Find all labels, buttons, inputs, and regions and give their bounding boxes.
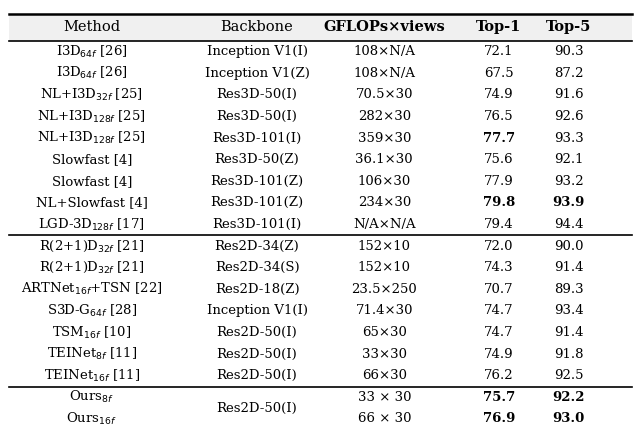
Text: 152×10: 152×10 (358, 261, 411, 274)
Text: 92.5: 92.5 (554, 369, 584, 382)
Text: 23.5×250: 23.5×250 (351, 283, 417, 296)
Text: 66×30: 66×30 (362, 369, 407, 382)
Text: Res3D-101(I): Res3D-101(I) (212, 131, 301, 145)
Text: 234×30: 234×30 (358, 196, 411, 209)
Text: Ours$_{16f}$: Ours$_{16f}$ (67, 411, 117, 427)
Text: R(2+1)D$_{32f}$ [21]: R(2+1)D$_{32f}$ [21] (39, 238, 145, 254)
Text: 79.8: 79.8 (483, 196, 515, 209)
Text: 92.1: 92.1 (554, 153, 584, 166)
Text: Ours$_{8f}$: Ours$_{8f}$ (69, 389, 115, 405)
Text: TSM$_{16f}$ [10]: TSM$_{16f}$ [10] (52, 324, 131, 341)
Text: 33×30: 33×30 (362, 348, 407, 361)
Text: 76.5: 76.5 (484, 110, 513, 123)
Text: 77.9: 77.9 (484, 175, 513, 188)
Text: Res2D-34(S): Res2D-34(S) (215, 261, 300, 274)
Text: Res2D-18(Z): Res2D-18(Z) (215, 283, 300, 296)
Text: 67.5: 67.5 (484, 67, 513, 80)
Text: 91.8: 91.8 (554, 348, 584, 361)
Text: 74.9: 74.9 (484, 88, 513, 101)
Text: NL+Slowfast [4]: NL+Slowfast [4] (36, 196, 148, 209)
Text: 93.0: 93.0 (552, 413, 585, 425)
Text: 91.4: 91.4 (554, 326, 584, 339)
Text: R(2+1)D$_{32f}$ [21]: R(2+1)D$_{32f}$ [21] (39, 260, 145, 275)
Text: 93.2: 93.2 (554, 175, 584, 188)
Text: 93.9: 93.9 (552, 196, 585, 209)
Text: Slowfast [4]: Slowfast [4] (52, 153, 132, 166)
Text: Inception V1(I): Inception V1(I) (207, 304, 308, 318)
Text: Top-5: Top-5 (546, 21, 591, 34)
Text: 70.7: 70.7 (484, 283, 513, 296)
Text: Top-1: Top-1 (476, 21, 522, 34)
Text: 92.6: 92.6 (554, 110, 584, 123)
Text: 76.9: 76.9 (483, 413, 515, 425)
Text: Res3D-50(I): Res3D-50(I) (217, 88, 298, 101)
Text: 91.6: 91.6 (554, 88, 584, 101)
Text: 92.2: 92.2 (552, 391, 585, 404)
Text: Res2D-50(I): Res2D-50(I) (217, 369, 298, 382)
Text: 90.0: 90.0 (554, 240, 584, 253)
Text: GFLOPs×views: GFLOPs×views (323, 21, 445, 34)
Text: N/A×N/A: N/A×N/A (353, 218, 415, 231)
Text: 74.7: 74.7 (484, 304, 513, 318)
Text: 75.6: 75.6 (484, 153, 513, 166)
Text: 94.4: 94.4 (554, 218, 584, 231)
Text: 93.4: 93.4 (554, 304, 584, 318)
Text: 90.3: 90.3 (554, 45, 584, 58)
Text: Res3D-50(Z): Res3D-50(Z) (215, 153, 300, 166)
Text: NL+I3D$_{32f}$ [25]: NL+I3D$_{32f}$ [25] (40, 87, 143, 103)
Text: Inception V1(I): Inception V1(I) (207, 45, 308, 58)
Text: 70.5×30: 70.5×30 (355, 88, 413, 101)
Text: NL+I3D$_{128f}$ [25]: NL+I3D$_{128f}$ [25] (37, 130, 146, 146)
Text: 87.2: 87.2 (554, 67, 584, 80)
Text: Res2D-50(I): Res2D-50(I) (217, 402, 298, 415)
Text: Slowfast [4]: Slowfast [4] (52, 175, 132, 188)
Text: 76.2: 76.2 (484, 369, 513, 382)
Text: 74.9: 74.9 (484, 348, 513, 361)
Text: TEINet$_{16f}$ [11]: TEINet$_{16f}$ [11] (44, 368, 140, 384)
Text: 33 × 30: 33 × 30 (358, 391, 411, 404)
Text: 108×N/A: 108×N/A (353, 67, 415, 80)
Text: Method: Method (63, 21, 120, 34)
Text: 75.7: 75.7 (483, 391, 515, 404)
Text: Res3D-101(Z): Res3D-101(Z) (211, 175, 303, 188)
Text: 72.0: 72.0 (484, 240, 513, 253)
Text: Inception V1(Z): Inception V1(Z) (205, 67, 310, 80)
Text: 36.1×30: 36.1×30 (355, 153, 413, 166)
Text: Res3D-101(I): Res3D-101(I) (212, 218, 301, 231)
Text: 74.7: 74.7 (484, 326, 513, 339)
Text: 89.3: 89.3 (554, 283, 584, 296)
Text: Backbone: Backbone (221, 21, 294, 34)
Text: 77.7: 77.7 (483, 131, 515, 145)
Text: Res3D-50(I): Res3D-50(I) (217, 110, 298, 123)
Text: 79.4: 79.4 (484, 218, 513, 231)
Text: 66 × 30: 66 × 30 (358, 413, 411, 425)
Text: 72.1: 72.1 (484, 45, 513, 58)
Text: 106×30: 106×30 (358, 175, 411, 188)
Text: ARTNet$_{16f}$+TSN [22]: ARTNet$_{16f}$+TSN [22] (21, 281, 163, 297)
Text: Res2D-34(Z): Res2D-34(Z) (215, 240, 300, 253)
Text: 108×N/A: 108×N/A (353, 45, 415, 58)
Text: S3D-G$_{64f}$ [28]: S3D-G$_{64f}$ [28] (47, 303, 137, 319)
Bar (9, 14, 632, 41)
Text: TEINet$_{8f}$ [11]: TEINet$_{8f}$ [11] (47, 346, 137, 362)
Text: Res3D-101(Z): Res3D-101(Z) (211, 196, 303, 209)
Text: Res2D-50(I): Res2D-50(I) (217, 326, 298, 339)
Text: 91.4: 91.4 (554, 261, 584, 274)
Text: Res2D-50(I): Res2D-50(I) (217, 348, 298, 361)
Text: 93.3: 93.3 (554, 131, 584, 145)
Text: 359×30: 359×30 (358, 131, 411, 145)
Text: I3D$_{64f}$ [26]: I3D$_{64f}$ [26] (56, 44, 127, 60)
Text: NL+I3D$_{128f}$ [25]: NL+I3D$_{128f}$ [25] (37, 108, 146, 125)
Text: I3D$_{64f}$ [26]: I3D$_{64f}$ [26] (56, 65, 127, 81)
Text: LGD-3D$_{128f}$ [17]: LGD-3D$_{128f}$ [17] (38, 217, 145, 232)
Text: 71.4×30: 71.4×30 (355, 304, 413, 318)
Text: 74.3: 74.3 (484, 261, 513, 274)
Text: 282×30: 282×30 (358, 110, 411, 123)
Text: 65×30: 65×30 (362, 326, 406, 339)
Text: 152×10: 152×10 (358, 240, 411, 253)
